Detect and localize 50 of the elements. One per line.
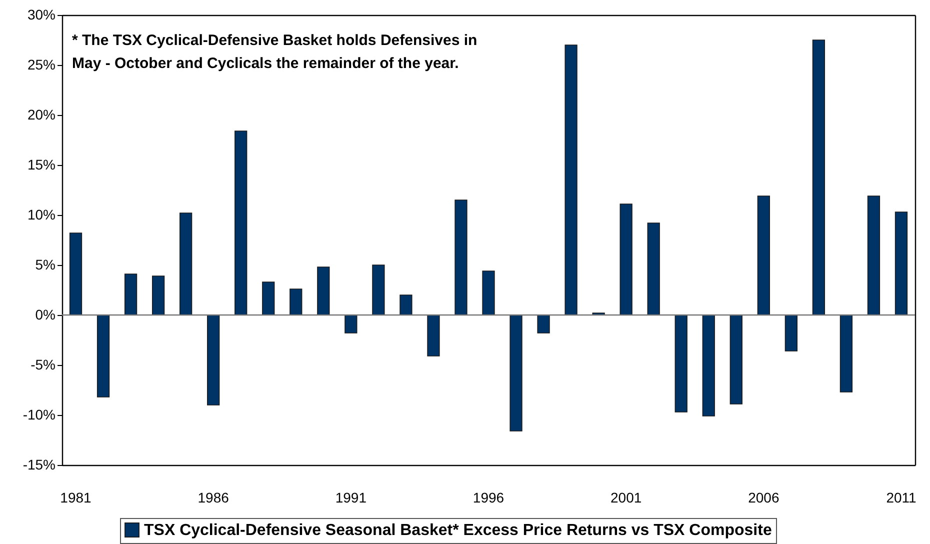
bar [124,274,138,316]
bar [784,314,798,352]
x-tick-label: 1986 [198,490,230,506]
annotation: May - October and Cyclicals the remainder of the year. [72,55,459,72]
bar [344,314,358,334]
y-tick-label: 25% [27,56,56,72]
bar [867,196,880,316]
bar [702,314,715,416]
bar [812,40,826,316]
bar [290,288,302,316]
bar [840,314,853,392]
bar [427,314,440,356]
x-tick-label: 2001 [610,490,642,506]
bar [96,314,110,398]
legend-label: TSX Cyclical-Defensive Seasonal Basket* Excess Price Returns vs TSX Composite [144,522,772,539]
bar [730,314,742,404]
y-tick-label: -5% [30,356,56,372]
y-tick-label: -15% [22,456,56,472]
bar [262,282,275,316]
bar [234,130,248,316]
x-tick-label: 1996 [472,490,504,506]
x-tick-label: 1981 [60,490,92,506]
bar [564,44,578,316]
y-tick-label: -10% [22,406,56,422]
x-tick-label: 1991 [335,490,367,506]
y-tick-label: 15% [27,156,56,172]
annotation: * The TSX Cyclical-Defensive Basket holds Defensives in [72,32,478,49]
y-tick-label: 10% [27,206,56,222]
y-tick-label: 20% [27,106,56,122]
bar [620,204,632,316]
bar [372,264,385,316]
bar [400,294,412,316]
bar [757,196,770,316]
bar [317,266,330,316]
bar [894,212,908,316]
x-tick-label: 2006 [748,490,780,506]
y-tick-label: 30% [27,6,56,22]
bar [674,314,688,412]
x-tick-label: 2011 [886,490,917,506]
y-tick-label: 0% [35,306,56,322]
bar [454,200,468,316]
bar [180,212,192,316]
y-tick-label: 5% [35,256,56,272]
bar [537,314,550,334]
bar [482,270,495,316]
bar [647,222,660,316]
bar [510,314,522,432]
bar [69,232,82,316]
bar [152,276,165,316]
bar [207,314,220,406]
